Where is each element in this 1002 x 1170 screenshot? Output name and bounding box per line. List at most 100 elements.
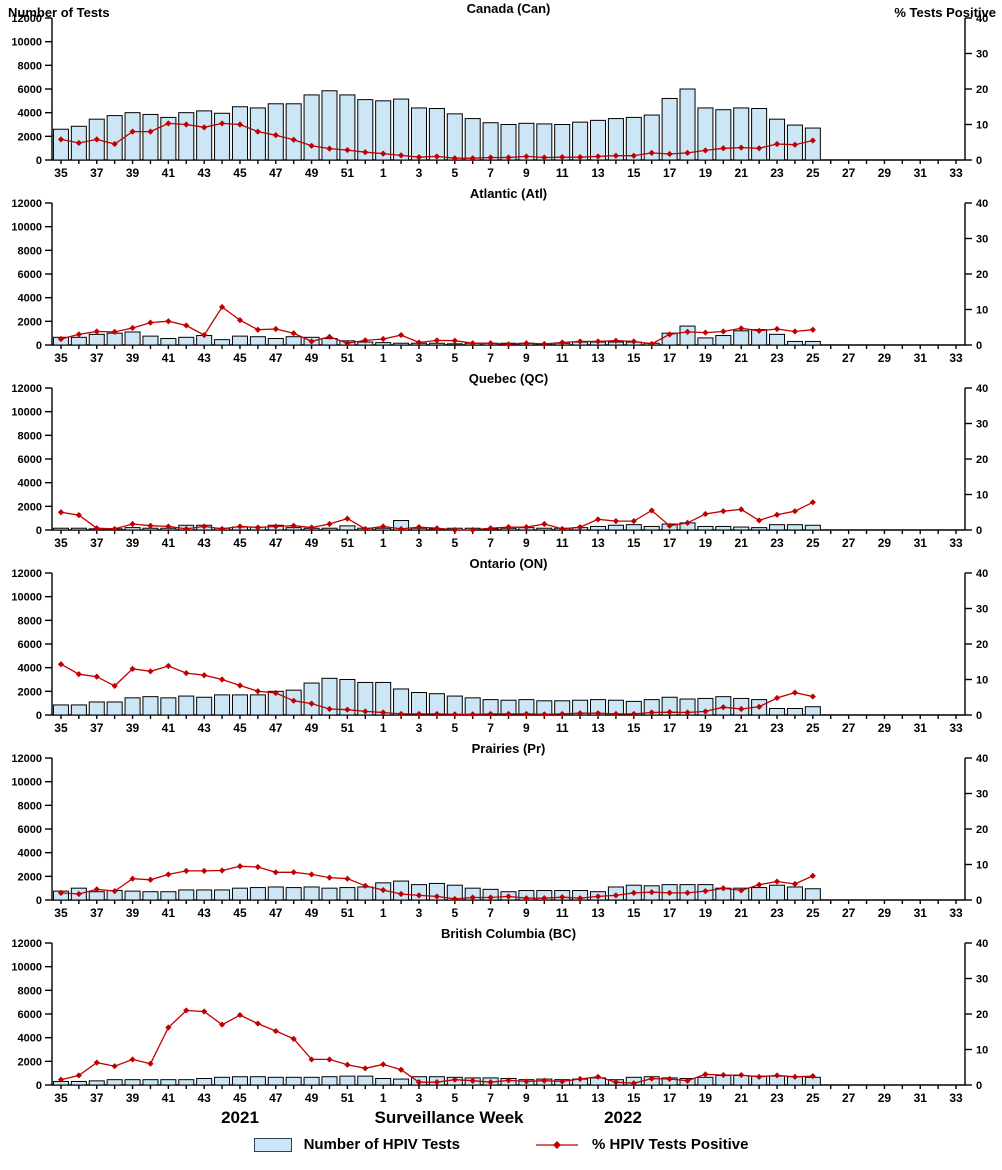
diamond-marker-week-51	[344, 340, 351, 347]
tests-bar-week-39	[124, 331, 141, 346]
tests-bar-week-49	[303, 1076, 320, 1086]
chart-panel-ontario: Ontario (ON) 0 2000 4000 6000 8000 10000 12000 0…	[11, 556, 988, 735]
diamond-marker-week-17	[666, 1075, 673, 1083]
x-tick-label: 31	[914, 166, 928, 180]
diamond-marker-week-25	[809, 499, 816, 506]
tests-bar-week-16	[643, 525, 660, 531]
diamond-marker-week-4	[433, 337, 440, 344]
y-right-tick-label: 30	[976, 974, 988, 986]
y-left-tick-label: 6000	[18, 1009, 42, 1021]
y-right-tick-label: 10	[976, 1045, 988, 1057]
diamond-marker-week-37	[93, 136, 100, 143]
tests-bar-week-41	[160, 337, 177, 346]
tests-bar-week-24	[786, 340, 803, 346]
tests-bar-week-22	[751, 108, 768, 161]
chart-panel-canada: Canada (Can) 0 2000 4000 6000 8000 10000 12000 0…	[11, 1, 988, 180]
tests-bar-week-35	[52, 527, 69, 531]
tests-bar-week-50	[321, 887, 338, 901]
tests-bar-week-46	[249, 887, 266, 901]
diamond-marker-week-24	[791, 328, 799, 335]
tests-bar-week-25	[804, 340, 821, 346]
tests-bar-week-20	[715, 525, 732, 531]
diamond-marker-week-52	[362, 337, 369, 344]
tests-bar-week-42	[178, 112, 195, 161]
y-right-tick-label: 10	[976, 490, 988, 502]
tests-bar-week-4	[428, 342, 445, 346]
x-tick-label: 39	[126, 906, 140, 920]
tests-bar-week-24	[786, 524, 803, 531]
tests-bar-week-51	[339, 525, 356, 531]
diamond-marker-week-12	[577, 154, 584, 161]
y-left-tick-label: 12000	[11, 13, 42, 25]
diamond-marker-week-39	[129, 1056, 136, 1063]
tests-bar-week-36	[70, 1080, 87, 1086]
x-tick-label: 15	[627, 906, 641, 920]
x-tick-label: 43	[197, 906, 211, 920]
y-left-tick-label: 8000	[18, 800, 42, 812]
diamond-marker-week-23	[773, 140, 781, 148]
x-tick-label: 49	[305, 536, 319, 550]
diamond-marker-week-46	[254, 688, 261, 695]
y-left-tick-label: 0	[36, 525, 42, 537]
x-tick-label: 19	[699, 166, 713, 180]
x-tick-label: 13	[591, 1091, 605, 1105]
diamond-marker-week-14	[612, 337, 620, 344]
tests-bar-week-21	[733, 330, 750, 346]
tests-bar-week-37	[88, 1080, 105, 1086]
diamond-marker-week-3	[415, 154, 423, 161]
x-tick-label: 7	[487, 1091, 494, 1105]
y-left-tick-label: 10000	[11, 962, 42, 974]
tests-bar-week-52	[357, 99, 374, 161]
x-tick-label: 19	[699, 536, 713, 550]
tests-bar-week-50	[321, 677, 338, 716]
diamond-marker-week-24	[791, 880, 799, 888]
diamond-marker-week-19	[702, 147, 709, 154]
diamond-marker-week-5	[451, 155, 458, 162]
y-left-tick-label: 4000	[18, 663, 42, 675]
tests-bar-week-18	[679, 88, 696, 161]
diamond-marker-week-35	[57, 1076, 65, 1083]
legend-bar-label: Number of HPIV Tests	[303, 1136, 460, 1153]
diamond-marker-week-42	[183, 670, 190, 677]
tests-bar-week-9	[518, 122, 535, 161]
tests-bar-week-44	[214, 339, 231, 346]
diamond-marker-week-45	[236, 121, 244, 128]
diamond-marker-week-40	[147, 1060, 154, 1067]
diamond-marker-week-13	[594, 1073, 602, 1080]
x-tick-label: 25	[806, 1091, 820, 1105]
x-tick-label: 45	[233, 351, 247, 365]
x-tick-label: 1	[380, 1091, 387, 1105]
tests-bar-week-40	[142, 696, 159, 716]
tests-bar-week-46	[249, 336, 266, 346]
diamond-marker-week-11	[559, 154, 566, 161]
x-tick-label: 39	[126, 721, 140, 735]
y-left-tick-label: 10000	[11, 37, 42, 49]
diamond-marker-week-19	[702, 708, 709, 715]
tests-bar-week-45	[231, 335, 248, 346]
x-tick-label: 29	[878, 351, 892, 365]
diamond-marker-week-23	[773, 325, 781, 333]
diamond-marker-week-45	[236, 682, 244, 689]
x-tick-label: 17	[663, 906, 677, 920]
x-tick-label: 5	[451, 536, 458, 550]
x-tick-label: 27	[842, 721, 856, 735]
diamond-marker-week-2	[397, 1066, 405, 1073]
x-tick-label: 17	[663, 721, 677, 735]
panel-title-quebec: Quebec (QC)	[469, 371, 548, 386]
x-tick-label: 11	[556, 721, 569, 735]
x-tick-label: 5	[451, 906, 458, 920]
diamond-marker-week-15	[630, 152, 637, 159]
diamond-marker-week-44	[218, 676, 226, 683]
x-tick-label: 3	[416, 721, 423, 735]
x-tick-label: 49	[305, 906, 319, 920]
diamond-marker-week-40	[147, 668, 154, 675]
y-right-tick-label: 30	[976, 604, 988, 616]
diamond-marker-week-41	[165, 662, 172, 670]
diamond-marker-week-47	[272, 132, 279, 139]
x-tick-label: 1	[380, 351, 387, 365]
tests-bar-week-40	[142, 335, 159, 346]
y-left-tick-label: 4000	[18, 1033, 42, 1045]
tests-bar-week-23	[769, 884, 786, 901]
tests-bar-week-51	[339, 1075, 356, 1086]
x-tick-label: 7	[487, 351, 494, 365]
